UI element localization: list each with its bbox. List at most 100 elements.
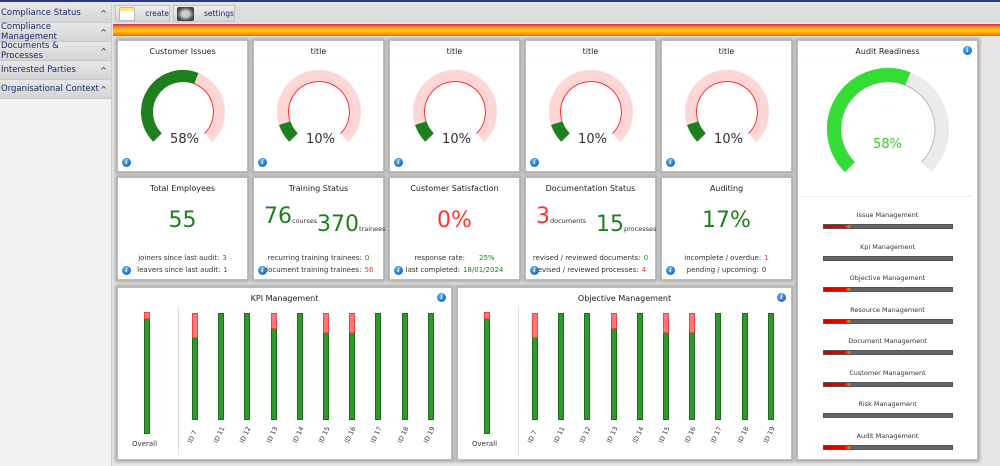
recurring-value: 0 [364, 254, 370, 262]
chevron-up-icon: ^ [100, 8, 107, 18]
category-bar[interactable] [558, 313, 565, 420]
readiness-progress-bar [823, 444, 953, 450]
category-bar[interactable] [689, 313, 696, 420]
sidebar-item-label: Compliance Status [1, 8, 81, 18]
category-bar[interactable] [610, 313, 617, 420]
x-tick-label: ID 14 [630, 425, 646, 445]
category-bar[interactable] [636, 313, 643, 420]
bar-bad-segment [144, 312, 150, 320]
category-bar[interactable] [663, 313, 669, 420]
category-bar[interactable] [192, 313, 198, 420]
overall-bar[interactable] [144, 312, 150, 434]
category-bar[interactable] [218, 313, 225, 420]
card-title: title [582, 47, 599, 56]
create-button[interactable]: create [115, 5, 170, 22]
documentation-status-card: Documentation Status 3documents 15proces… [525, 177, 656, 280]
category-bar[interactable] [715, 313, 722, 420]
document-training-label: document training trainees: [263, 266, 362, 274]
overall-bar[interactable] [484, 312, 490, 434]
info-icon[interactable]: i [258, 158, 267, 167]
satisfaction-value: 0% [437, 208, 472, 233]
info-icon[interactable]: i [122, 266, 131, 275]
gauge-value-arc [415, 120, 435, 142]
info-icon[interactable]: i [530, 158, 539, 167]
gauge-value: 10% [714, 132, 743, 147]
sidebar-item-documents-processes[interactable]: Documents & Processes ^ [0, 41, 111, 61]
readiness-area-label: Risk Management [858, 400, 917, 408]
gauge-value: 10% [578, 132, 607, 147]
sidebar-item-compliance-status[interactable]: Compliance Status ^ [0, 4, 111, 23]
response-rate-value: 25% [479, 254, 495, 262]
gauge [413, 70, 497, 142]
calendar-add-icon [119, 6, 136, 21]
bar-bad-segment [323, 313, 329, 334]
overall-label: Overall [132, 440, 158, 448]
joiners-label: joiners since last audit: [138, 254, 220, 262]
category-bar[interactable] [532, 313, 538, 420]
info-icon[interactable]: i [394, 158, 403, 167]
category-bar[interactable] [401, 313, 408, 420]
readiness-area-label: Audit Management [856, 431, 919, 440]
category-bar[interactable] [767, 313, 774, 420]
category-bar[interactable] [270, 313, 277, 420]
x-tick-label: ID 15 [657, 425, 672, 445]
readiness-progress-fill [824, 288, 850, 291]
info-icon[interactable]: i [258, 266, 267, 275]
response-rate-label: response rate: [414, 254, 466, 262]
auditing-card: Auditing 17% incomplete / overdue: 1 pend… [661, 177, 792, 280]
category-bar[interactable] [741, 313, 748, 420]
x-tick-label: ID 18 [735, 425, 751, 445]
readiness-progress-fill [824, 351, 850, 354]
info-icon[interactable]: i [394, 266, 403, 275]
gauge-value: 58% [170, 132, 199, 147]
settings-gear-icon [177, 6, 194, 21]
gauge-card: title 10% i [661, 40, 792, 172]
document-training-value: 56 [364, 266, 374, 274]
category-bar[interactable] [296, 313, 303, 420]
category-bar[interactable] [323, 313, 329, 420]
bar-bad-segment [192, 313, 198, 338]
bar-bad-segment [484, 312, 490, 320]
sidebar-item-interested-parties[interactable]: Interested Parties ^ [0, 61, 111, 80]
gauge-card: title 10% i [253, 40, 384, 172]
category-bar[interactable] [349, 313, 356, 420]
info-icon[interactable]: i [437, 293, 446, 302]
info-icon[interactable]: i [666, 266, 675, 275]
gauge-remaining-arc [277, 70, 361, 142]
sidebar-item-label: Organisational Context [1, 84, 99, 94]
settings-button[interactable]: settings [173, 5, 235, 22]
revised-documents-value: 0 [643, 254, 649, 262]
category-bar[interactable] [244, 313, 251, 420]
courses-unit: courses [292, 217, 318, 225]
info-icon[interactable]: i [666, 158, 675, 167]
readiness-progress-fill [824, 445, 850, 449]
gauge-value-arc [279, 120, 299, 142]
x-tick-label: ID 7 [186, 429, 199, 445]
readiness-area-label: Customer Management [849, 368, 926, 377]
toolbar: create settings [113, 4, 1000, 23]
gauge-value: 10% [442, 132, 471, 147]
divider [178, 307, 179, 455]
create-label: create [145, 9, 169, 18]
category-bar[interactable] [375, 313, 382, 420]
pending-value: 0 [761, 266, 767, 274]
chevron-up-icon: ^ [100, 27, 107, 37]
info-icon[interactable]: i [963, 46, 972, 55]
overall-label: Overall [472, 440, 498, 448]
chevron-up-icon: ^ [100, 46, 107, 56]
gauge [549, 70, 633, 142]
incomplete-label: incomplete / overdue: [684, 254, 762, 262]
sidebar-item-organisational-context[interactable]: Organisational Context ^ [0, 80, 111, 99]
category-bar[interactable] [584, 313, 591, 420]
sidebar-item-compliance-management[interactable]: Compliance Management ^ [0, 22, 111, 42]
readiness-progress-bar [823, 287, 953, 292]
joiners-value: 3 [222, 254, 227, 262]
card-title: Customer Satisfaction [410, 184, 499, 193]
info-icon[interactable]: i [530, 266, 539, 275]
info-icon[interactable]: i [777, 293, 786, 302]
objective-management-chart: Objective Management i Overall ID 7 ID 11… [457, 287, 792, 460]
kpi-management-chart: KPI Management i Overall ID 7 ID 11 ID 12 I… [117, 287, 452, 460]
processes-unit: processes [624, 225, 657, 233]
category-bar[interactable] [427, 313, 434, 420]
info-icon[interactable]: i [122, 158, 131, 167]
